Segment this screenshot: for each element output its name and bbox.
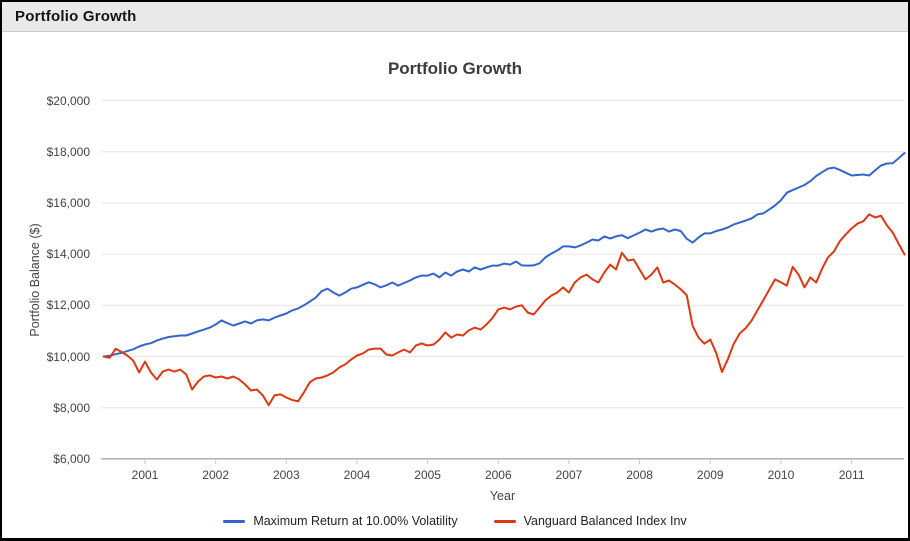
window-header: Portfolio Growth <box>2 2 908 32</box>
legend-item-max-return[interactable]: Maximum Return at 10.00% Volatility <box>223 514 458 528</box>
x-tick-label: 2002 <box>202 468 229 482</box>
window-title: Portfolio Growth <box>15 8 137 25</box>
y-tick-label: $16,000 <box>46 195 90 210</box>
y-tick-label: $18,000 <box>46 144 90 159</box>
x-axis-title: Year <box>489 489 516 503</box>
legend-label-max-return: Maximum Return at 10.00% Volatility <box>253 514 458 528</box>
x-tick-label: 2008 <box>626 468 653 482</box>
blue-line-swatch-icon <box>223 519 246 523</box>
x-tick-label: 2005 <box>414 468 441 482</box>
red-line-swatch-icon <box>493 519 516 523</box>
y-tick-label: $14,000 <box>46 247 90 262</box>
legend-label-vanguard-balanced: Vanguard Balanced Index Inv <box>523 514 687 528</box>
y-tick-label: $20,000 <box>46 93 90 108</box>
x-tick-label: 2003 <box>272 468 300 482</box>
x-tick-label: 2001 <box>131 468 159 482</box>
series-line-max-return[interactable] <box>102 152 906 358</box>
series-line-vanguard-balanced[interactable] <box>102 213 906 407</box>
x-tick-label: 2009 <box>696 468 724 482</box>
legend-item-vanguard-balanced[interactable]: Vanguard Balanced Index Inv <box>493 514 687 528</box>
y-tick-label: $12,000 <box>46 298 90 313</box>
y-tick-label: $6,000 <box>53 451 90 466</box>
x-tick-label: 2004 <box>343 468 371 482</box>
chart-title: Portfolio Growth <box>387 59 523 78</box>
x-tick-label: 2010 <box>767 468 795 482</box>
x-tick-label: 2011 <box>838 468 865 482</box>
x-tick-label: 2007 <box>555 468 583 482</box>
legend: Maximum Return at 10.00% Volatility Vang… <box>2 514 908 528</box>
y-tick-label: $10,000 <box>46 349 90 364</box>
y-tick-label: $8,000 <box>53 400 90 415</box>
x-tick-label: 2006 <box>484 468 512 482</box>
